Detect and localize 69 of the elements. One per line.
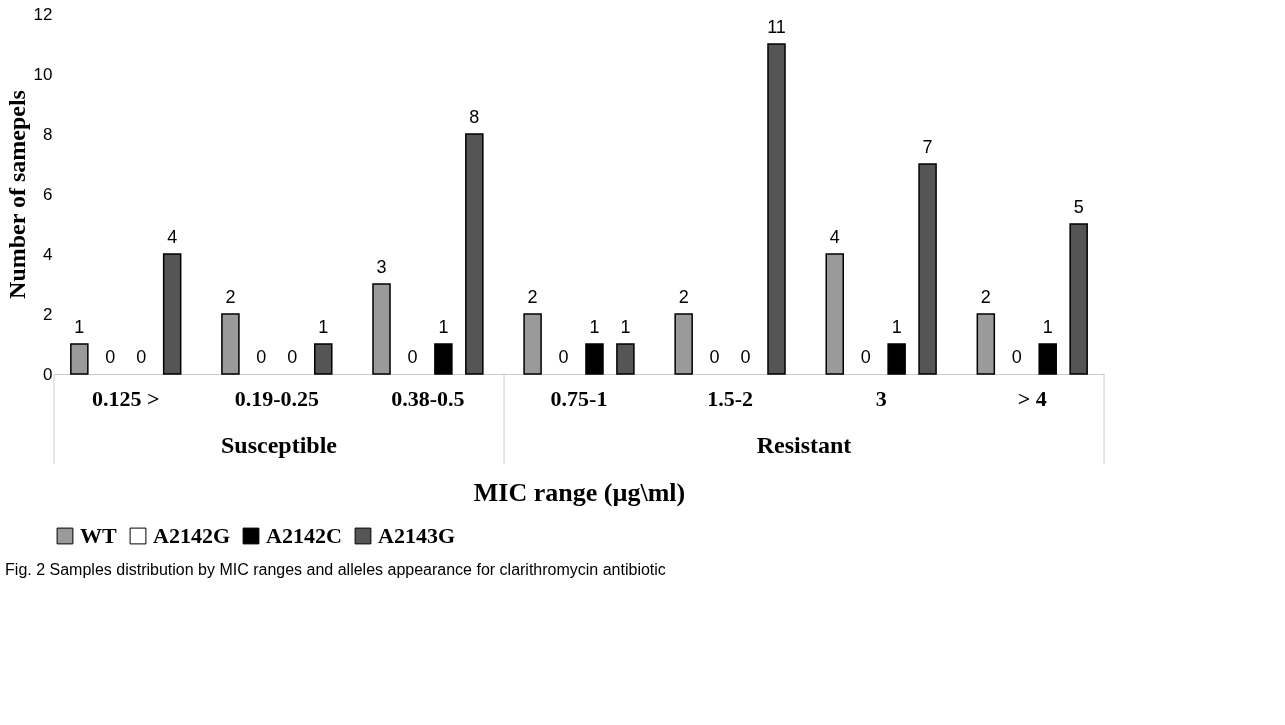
x-tick-label: 0.38-0.5 (391, 385, 465, 411)
bar (918, 163, 937, 375)
y-tick-label: 4 (43, 244, 53, 264)
bar (767, 43, 786, 375)
data-label: 11 (767, 17, 786, 37)
bar (434, 343, 453, 375)
y-tick-label: 12 (33, 4, 53, 24)
bar (523, 313, 542, 375)
data-label: 1 (620, 317, 631, 337)
data-label: 0 (709, 347, 720, 367)
bar (825, 253, 844, 375)
bar (162, 253, 182, 375)
bar (674, 313, 693, 375)
bar (1038, 343, 1057, 375)
data-label: 1 (589, 317, 600, 337)
data-label: 1 (891, 317, 902, 337)
y-tick-label: 2 (43, 304, 53, 324)
bar (221, 313, 240, 375)
data-label: 0 (860, 347, 871, 367)
text: Resistant (756, 432, 852, 458)
bar (616, 343, 635, 375)
data-label: 8 (469, 107, 480, 127)
x-axis-title: MIC range (µg\ml) (473, 477, 686, 507)
bar (372, 283, 391, 375)
y-tick-label: 8 (43, 124, 53, 144)
x-tick-label: 3 (875, 385, 887, 411)
x-tick-label: 0.75-1 (550, 385, 608, 411)
x-tick-label: 0.125 > (91, 385, 160, 411)
data-label: 7 (922, 137, 933, 157)
data-label: 4 (829, 227, 840, 247)
data-label: 1 (74, 317, 85, 337)
data-label: 1 (1042, 317, 1053, 337)
data-label: 0 (1011, 347, 1022, 367)
x-tick-label: 0.19-0.25 (234, 385, 320, 411)
data-label: 0 (740, 347, 751, 367)
x-tick-label: 1.5-2 (707, 385, 753, 411)
data-label: 2 (225, 287, 236, 307)
bar (887, 343, 906, 375)
bar (976, 313, 996, 375)
data-label: 2 (678, 287, 689, 307)
data-label: 1 (438, 317, 449, 337)
y-tick-label: 0 (43, 364, 53, 384)
data-label: 0 (407, 347, 418, 367)
data-label: 5 (1073, 197, 1084, 217)
legend-label: A2142G (153, 523, 230, 548)
bar (465, 133, 484, 375)
y-tick-label: 6 (43, 184, 53, 204)
data-label: 4 (167, 227, 178, 247)
bar (585, 343, 604, 375)
data-label: 3 (376, 257, 387, 277)
legend-label: A2142C (266, 523, 342, 548)
data-label: 2 (980, 287, 991, 307)
y-tick-label: 10 (33, 64, 53, 84)
bar (1069, 223, 1088, 375)
bar (314, 343, 333, 375)
legend-label: A2143G (378, 523, 455, 548)
data-label: 0 (105, 347, 116, 367)
bar (70, 343, 89, 375)
data-label: 0 (136, 347, 147, 367)
legend-label: WT (80, 523, 117, 548)
caption: Fig. 2 Samples distribution by MIC ranges and alleles appearance for clarithromycin antibiotic (5, 561, 666, 578)
data-label: 0 (256, 347, 267, 367)
data-label: 0 (287, 347, 298, 367)
data-label: 1 (318, 317, 329, 337)
data-label: 0 (558, 347, 569, 367)
x-tick-label: > 4 (1017, 385, 1047, 411)
text: Susceptible (220, 432, 338, 458)
y-axis-title: Number of samepels (3, 90, 30, 299)
data-label: 2 (527, 287, 538, 307)
